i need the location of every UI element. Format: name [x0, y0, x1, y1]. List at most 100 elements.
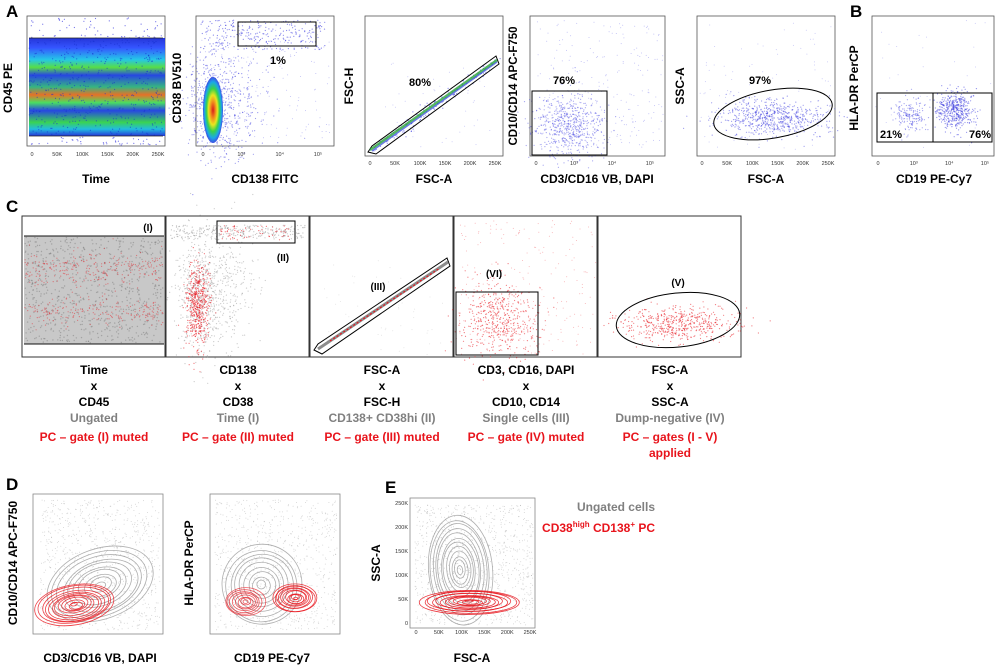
scatter-dot [35, 337, 37, 339]
scatter-dot [540, 124, 542, 126]
scatter-dot [143, 323, 146, 325]
scatter-dot [221, 75, 223, 77]
scatter-dot [149, 144, 151, 146]
scatter-dot [795, 122, 797, 124]
scatter-dot [133, 338, 136, 340]
scatter-dot [915, 113, 918, 115]
scatter-dot [103, 40, 105, 42]
scatter-dot [962, 123, 964, 125]
scatter-dot [158, 58, 160, 60]
scatter-dot [140, 306, 142, 309]
scatter-dot [553, 157, 556, 159]
scatter-dot [80, 299, 82, 301]
scatter-dot [225, 82, 227, 84]
scatter-dot [705, 64, 707, 66]
scatter-dot [130, 266, 132, 268]
scatter-dot [64, 322, 67, 324]
scatter-dot [547, 118, 549, 120]
scatter-dot [760, 128, 763, 130]
scatter-dot [309, 42, 310, 43]
scatter-dot [287, 42, 289, 44]
scatter-dot [94, 249, 97, 251]
scatter-dot [540, 116, 542, 118]
scatter-dot [321, 26, 323, 28]
scatter-dot [788, 106, 790, 108]
scatter-dot [34, 305, 36, 307]
scatter-dot [843, 116, 845, 118]
scatter-dot [283, 38, 285, 40]
scatter-dot [24, 242, 26, 245]
scatter-dot [804, 118, 807, 121]
scatter-dot [958, 109, 961, 111]
scatter-dot [964, 88, 966, 90]
scatter-dot [759, 118, 761, 120]
scatter-dot [557, 100, 559, 102]
scatter-dot [719, 113, 722, 115]
scatter-dot [232, 23, 234, 25]
scatter-dot [90, 279, 92, 282]
scatter-dot [963, 100, 965, 102]
scatter-dot [187, 154, 189, 156]
scatter-dot [250, 33, 252, 35]
scatter-dot [571, 137, 573, 139]
scatter-dot [69, 246, 71, 249]
scatter-dot [583, 109, 585, 111]
scatter-dot [104, 93, 106, 95]
scatter-dot [441, 141, 443, 143]
scatter-dot [104, 236, 106, 239]
scatter-dot [318, 48, 320, 51]
scatter-dot [582, 120, 585, 122]
scatter-dot [525, 144, 527, 147]
scatter-dot [249, 38, 251, 40]
scatter-dot [231, 78, 233, 80]
scatter-dot [135, 265, 137, 267]
scatter-dot [237, 48, 239, 51]
scatter-dot [830, 104, 832, 106]
scatter-dot [245, 126, 247, 128]
scatter-dot [236, 90, 238, 93]
scatter-dot [579, 145, 581, 147]
scatter-dot [36, 265, 38, 267]
scatter-dot [209, 73, 211, 75]
scatter-dot [54, 35, 56, 37]
scatter-dot [600, 131, 603, 133]
scatter-dot [591, 104, 593, 106]
scatter-dot [53, 305, 55, 308]
scatter-dot [36, 93, 38, 95]
scatter-dot [82, 247, 85, 249]
scatter-dot [236, 132, 238, 134]
scatter-dot [755, 100, 757, 102]
scatter-dot [542, 164, 544, 166]
scatter-dot [99, 44, 101, 46]
scatter-dot [252, 58, 254, 60]
scatter-dot [27, 262, 29, 264]
scatter-dot [578, 111, 581, 113]
scatter-dot [157, 312, 159, 314]
scatter-dot [553, 67, 555, 69]
scatter-dot [60, 54, 63, 57]
scatter-dot [793, 123, 796, 125]
scatter-dot [798, 88, 800, 90]
scatter-dot [69, 296, 71, 298]
scatter-dot [777, 117, 779, 119]
scatter-dot [62, 312, 65, 314]
scatter-dot [708, 141, 710, 143]
scatter-dot [230, 107, 233, 110]
scatter-dot [561, 130, 563, 132]
scatter-dot [554, 120, 557, 122]
scatter-dot [568, 107, 571, 109]
scatter-dot [963, 86, 965, 88]
scatter-dot [562, 137, 565, 139]
scatter-dot [954, 100, 957, 102]
scatter-dot [743, 99, 746, 101]
scatter-dot [939, 116, 941, 118]
scatter-dot [125, 296, 128, 298]
scatter-dot [58, 19, 61, 21]
scatter-dot [773, 121, 776, 123]
scatter-dot [554, 129, 556, 131]
scatter-dot [827, 61, 828, 63]
scatter-dot [53, 112, 56, 114]
scatter-dot [62, 61, 64, 63]
scatter-dot [40, 338, 43, 340]
scatter-dot [796, 127, 798, 129]
